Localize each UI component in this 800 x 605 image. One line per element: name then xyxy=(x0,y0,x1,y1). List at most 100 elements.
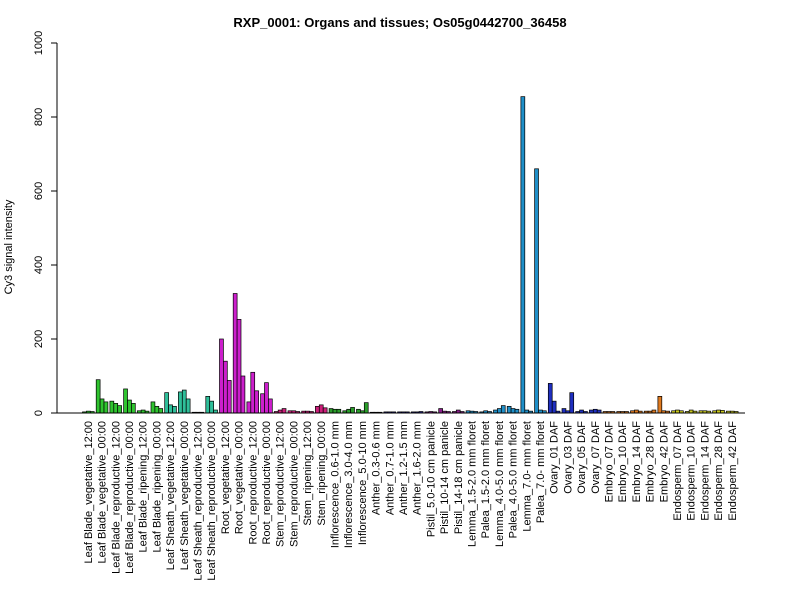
x-tick-label: Leaf Sheath_reproductive_00:00 xyxy=(206,421,218,581)
x-tick-label: Stem_reproductive_12:00 xyxy=(275,421,287,547)
y-tick-label: 1000 xyxy=(33,31,45,55)
bar xyxy=(150,401,156,414)
bar xyxy=(99,398,105,414)
bar xyxy=(185,398,191,414)
x-tick-label: Endosperm_14 DAF xyxy=(699,421,711,521)
bar xyxy=(240,375,246,414)
bar xyxy=(336,408,342,414)
bar xyxy=(219,338,224,414)
bar xyxy=(260,393,265,414)
x-tick-label: Embryo_14 DAF xyxy=(631,421,643,503)
x-tick-label: Endosperm_10 DAF xyxy=(686,421,698,521)
y-tick-label: 0 xyxy=(33,410,45,416)
bar xyxy=(551,400,557,414)
x-tick-label: Endosperm_07 DAF xyxy=(672,421,684,521)
bar xyxy=(103,401,109,414)
x-tick-label: Pistil_10-14 cm panicle xyxy=(439,421,451,534)
bar xyxy=(332,408,338,414)
x-tick-label: Palea_1.5-2.0 mm floret xyxy=(480,421,492,538)
bar xyxy=(172,405,177,414)
bar xyxy=(350,407,355,414)
x-tick-label: Endosperm_28 DAF xyxy=(713,421,725,521)
bar xyxy=(127,399,132,414)
bar xyxy=(281,408,287,414)
x-tick-label: Ovary_05 DAF xyxy=(576,421,588,494)
bar xyxy=(254,390,259,414)
bar xyxy=(514,408,520,414)
x-tick-label: Embryo_10 DAF xyxy=(617,421,629,503)
y-axis-label: Cy3 signal intensity xyxy=(3,199,15,294)
x-tick-label: Ovary_07 DAF xyxy=(590,421,602,494)
bar xyxy=(158,408,164,414)
bar xyxy=(547,383,553,414)
x-tick-label: Embryo_42 DAF xyxy=(658,421,670,503)
y-axis: 0 200 400 600 800 1000 xyxy=(33,31,58,416)
x-tick-label: Embryo_07 DAF xyxy=(603,421,615,503)
x-tick-label: Root_reproductive_12:00 xyxy=(247,421,259,545)
bar xyxy=(520,96,526,414)
bar xyxy=(164,392,169,414)
x-tick-label: Lemma_1.5-2.0 mm floret xyxy=(466,421,478,547)
bar xyxy=(318,404,324,414)
bar xyxy=(328,408,334,414)
bar xyxy=(154,405,160,414)
y-tick-label: 400 xyxy=(33,256,45,274)
bar xyxy=(117,405,122,414)
x-tick-label: Anther_0.3-0.6 mm xyxy=(371,421,383,515)
x-tick-label: Stem_ripening_00:00 xyxy=(316,421,328,526)
x-tick-label: Leaf Blade_reproductive_00:00 xyxy=(124,421,136,574)
x-tick-label: Lemma_7.0- mm floret xyxy=(521,421,533,532)
bar xyxy=(506,405,512,414)
bar xyxy=(236,319,242,414)
x-tick-label: Inflorescence_3.0-4.0 mm xyxy=(343,421,355,548)
bar xyxy=(561,408,567,414)
bar xyxy=(131,403,136,414)
x-tick-label: Pistil_14-18 cm panicle xyxy=(453,421,465,534)
x-tick-label: Leaf Sheath_reproductive_12:00 xyxy=(192,421,204,581)
x-tick-label: Stem_reproductive_00:00 xyxy=(288,421,300,547)
bar xyxy=(500,405,506,414)
x-tick-label: Root_reproductive_00:00 xyxy=(261,421,273,545)
x-tick-label: Root_vegetative_00:00 xyxy=(234,421,246,534)
y-tick-label: 200 xyxy=(33,330,45,348)
bar xyxy=(363,402,369,414)
x-tick-label: Pistil_5.0-10 cm panicle xyxy=(425,421,437,537)
bar xyxy=(205,396,211,414)
x-tick-label: Leaf Blade_ripening_12:00 xyxy=(138,421,150,553)
x-tick-label: Palea_4.0-5.0 mm floret xyxy=(508,421,520,538)
bar xyxy=(510,408,516,414)
bars xyxy=(82,96,739,414)
bar xyxy=(246,401,252,414)
bar xyxy=(181,389,187,414)
bar xyxy=(209,400,214,414)
bar xyxy=(223,360,228,414)
bar xyxy=(315,405,320,414)
bar xyxy=(497,408,502,414)
bar xyxy=(178,391,183,414)
bar xyxy=(113,403,119,414)
y-tick-label: 800 xyxy=(33,108,45,126)
bar xyxy=(657,396,663,414)
x-tick-label: Leaf Sheath_vegetative_12:00 xyxy=(165,421,177,570)
x-tick-label: Leaf Sheath_vegetative_00:00 xyxy=(179,421,191,570)
x-tick-label: Inflorescence_5.0-10 mm xyxy=(357,421,369,545)
x-tick-label: Embryo_28 DAF xyxy=(645,421,657,503)
x-tick-label: Root_vegetative_12:00 xyxy=(220,421,232,534)
x-tick-label: Anther_0.7-1.0 mm xyxy=(384,421,396,515)
x-tick-label: Leaf Blade_vegetative_12:00 xyxy=(83,421,95,564)
x-tick-label: Endosperm_42 DAF xyxy=(727,421,739,521)
x-tick-label: Leaf Blade_reproductive_12:00 xyxy=(110,421,122,574)
y-tick-label: 600 xyxy=(33,182,45,200)
x-tick-label: Stem_ripening_12:00 xyxy=(302,421,314,526)
bar xyxy=(346,408,351,414)
bar xyxy=(95,379,101,414)
x-tick-label: Leaf Blade_vegetative_00:00 xyxy=(97,421,109,564)
bar xyxy=(268,398,273,414)
x-tick-label: Ovary_01 DAF xyxy=(549,421,561,494)
x-tick-label: Palea_7.0- mm floret xyxy=(535,421,547,523)
bar xyxy=(569,392,575,414)
bar xyxy=(226,380,232,414)
bar xyxy=(438,408,443,414)
